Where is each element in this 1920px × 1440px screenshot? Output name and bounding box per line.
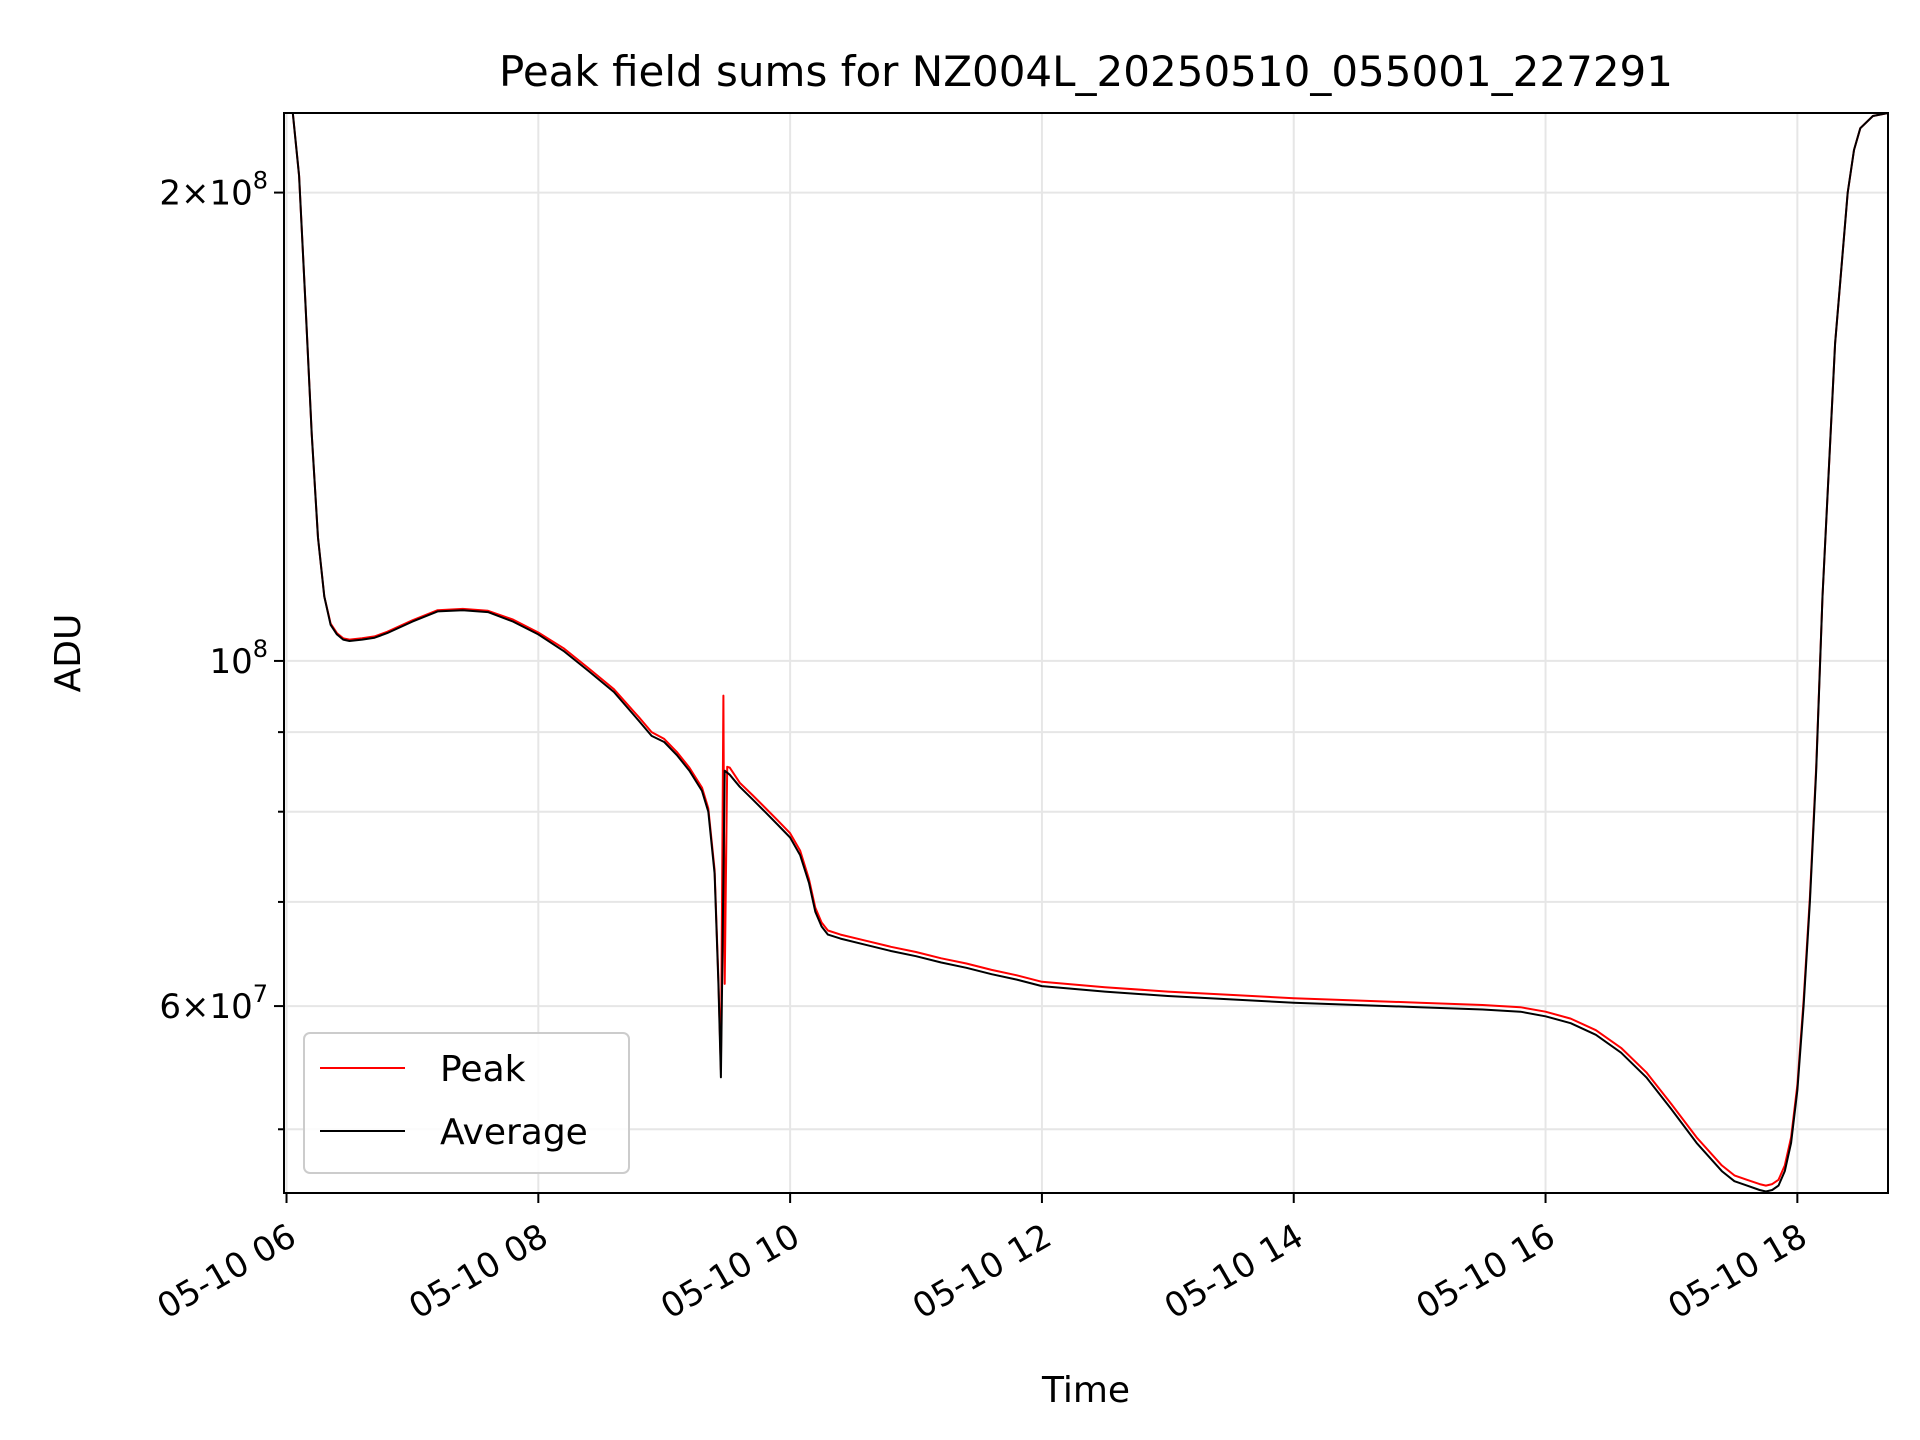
y-tick-label: 2×108 bbox=[159, 167, 268, 214]
series-line-average bbox=[286, 112, 1889, 1193]
y-tick-label-base: 10 bbox=[209, 642, 252, 682]
series-layer bbox=[286, 112, 1889, 1193]
y-tick-label-exponent: 8 bbox=[253, 167, 268, 195]
y-tick-label-base: 6×10 bbox=[159, 987, 252, 1027]
y-tick-label: 108 bbox=[209, 635, 268, 682]
legend: Peak Average bbox=[303, 1032, 630, 1174]
legend-average-label: Average bbox=[440, 1112, 588, 1153]
chart-title: Peak field sums for NZ004L_20250510_0550… bbox=[499, 47, 1673, 96]
y-tick-label-base: 2×10 bbox=[159, 174, 252, 214]
grid bbox=[284, 113, 1888, 1193]
plot-frame bbox=[283, 112, 1889, 1194]
series-line-peak bbox=[286, 112, 1889, 1187]
y-tick-label-exponent: 8 bbox=[253, 635, 268, 663]
y-tick-label-exponent: 7 bbox=[253, 980, 268, 1008]
y-tick-label: 6×107 bbox=[159, 980, 268, 1027]
x-axis-label: Time bbox=[1041, 1370, 1130, 1411]
y-axis-label: ADU bbox=[48, 614, 89, 693]
legend-peak-label: Peak bbox=[440, 1049, 526, 1090]
